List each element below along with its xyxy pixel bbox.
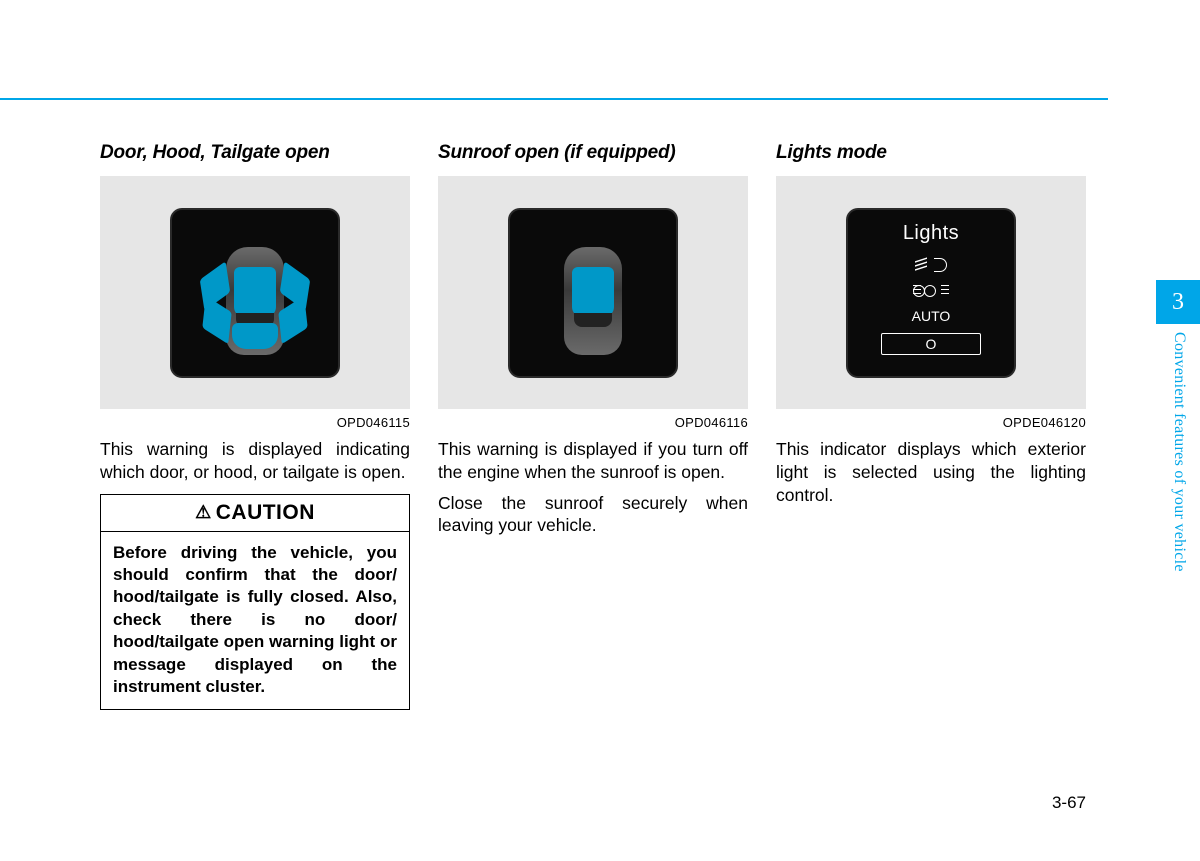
chapter-tab: 3 [1156,280,1200,324]
heading-lights: Lights mode [776,142,1086,164]
low-beam-icon [881,255,981,273]
lights-screen-title: Lights [848,222,1014,245]
car-doors-open-icon [226,247,284,355]
lights-text: This indicator displays which exterior l… [776,438,1086,506]
heading-sunroof: Sunroof open (if equipped) [438,142,748,164]
caution-heading: ⚠CAUTION [101,495,409,532]
off-mode-selected: O [881,333,981,355]
lcd-screen-lights: Lights AUTO O [846,208,1016,378]
header-rule [0,98,1108,100]
parking-light-icon [881,281,981,299]
figure-code: OPDE046120 [776,415,1086,430]
sunroof-text-2: Close the sunroof securely when leaving … [438,492,748,538]
figure-code: OPD046116 [438,415,748,430]
heading-door: Door, Hood, Tailgate open [100,142,410,164]
figure-door-open [100,176,410,409]
main-content: Door, Hood, Tailgate open OPD046115 This… [100,142,1088,710]
door-text: This warning is displayed indicating whi… [100,438,410,484]
warning-triangle-icon: ⚠ [195,502,212,522]
caution-title: CAUTION [216,501,315,524]
column-sunroof: Sunroof open (if equipped) OPD046116 Thi… [438,142,748,710]
lcd-screen-door [170,208,340,378]
column-door: Door, Hood, Tailgate open OPD046115 This… [100,142,410,710]
column-lights: Lights mode Lights AUTO O OPDE046120 Thi… [776,142,1086,710]
sunroof-text-1: This warning is displayed if you turn of… [438,438,748,484]
figure-code: OPD046115 [100,415,410,430]
car-sunroof-open-icon [564,247,622,355]
auto-mode-label: AUTO [881,307,981,325]
lights-mode-list: AUTO O [848,255,1014,355]
chapter-side-label: Convenient features of your vehicle [1170,332,1188,572]
figure-sunroof-open [438,176,748,409]
page-number: 3-67 [1052,793,1086,813]
lcd-screen-sunroof [508,208,678,378]
figure-lights-mode: Lights AUTO O [776,176,1086,409]
caution-box: ⚠CAUTION Before driving the vehicle, you… [100,494,410,710]
caution-body-text: Before driving the vehicle, you should c… [101,532,409,709]
